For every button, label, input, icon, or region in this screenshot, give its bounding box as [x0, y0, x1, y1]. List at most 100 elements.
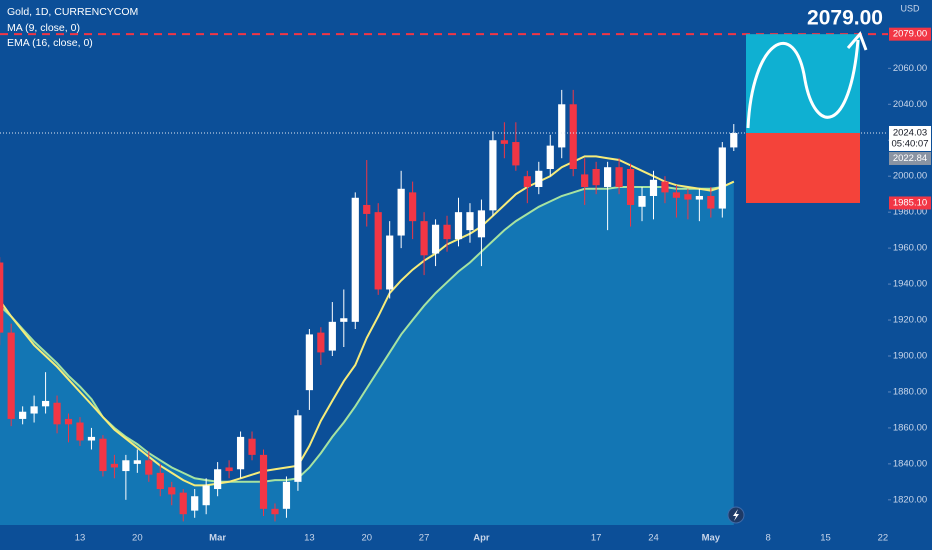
stop-tag-bg [889, 196, 931, 210]
legend-entry: EMA (16, close, 0) [7, 37, 93, 49]
candle-body [604, 167, 612, 187]
x-tick-label: 20 [361, 533, 372, 544]
candle-body [179, 492, 187, 515]
x-tick-label: Apr [473, 533, 490, 544]
candle-body [7, 332, 15, 419]
candle-body [351, 197, 359, 322]
legend-entry: MA (9, close, 0) [7, 22, 80, 34]
candle-body [363, 204, 371, 214]
candle-body [53, 402, 61, 425]
candle-body [477, 210, 486, 238]
candle-body [202, 485, 210, 506]
candle-body [535, 170, 543, 187]
candle-body [523, 176, 531, 187]
candle-body [110, 463, 118, 468]
candle-body [294, 415, 302, 482]
target-annotation: 2079.00 [807, 7, 883, 30]
candle-body [225, 467, 233, 472]
candle-body [466, 212, 474, 231]
price-tag: 2022.84 [893, 153, 927, 164]
candle-body [512, 142, 520, 166]
forecast-curve [746, 39, 860, 129]
y-tick-label: 1900.00 [893, 351, 927, 362]
candle-body [145, 460, 153, 475]
countdown-tag: 05:40:07 [892, 139, 929, 150]
indicator-line [0, 180, 735, 483]
y-tick-label: 2060.00 [893, 63, 927, 74]
y-tick-label: 1840.00 [893, 458, 927, 469]
y-tick-label: 2000.00 [893, 171, 927, 182]
y-tick-label: 1960.00 [893, 243, 927, 254]
candle-body [500, 140, 508, 144]
candle-body [87, 436, 96, 441]
y-tick-label: 2040.00 [893, 99, 927, 110]
x-tick-label: May [702, 533, 721, 544]
candle-body [718, 147, 726, 209]
candle-body [431, 224, 440, 254]
candle-body [454, 212, 463, 240]
x-tick-label: 13 [75, 533, 86, 544]
x-tick-label: 8 [766, 533, 771, 544]
y-tick-label: 1860.00 [893, 422, 927, 433]
target-tag: 2079.00 [893, 29, 927, 40]
candle-body [397, 188, 405, 236]
stop-zone [746, 132, 860, 203]
candle-body [168, 487, 176, 495]
chart-title: Gold, 1D, CURRENCYCOM [7, 6, 138, 18]
candle-body [546, 145, 554, 170]
stop-tag: 1985.10 [893, 198, 927, 209]
x-tick-label: 15 [820, 533, 831, 544]
candle-body [638, 195, 646, 207]
candle-body [489, 140, 497, 211]
x-tick-label: 20 [132, 533, 143, 544]
candle-body [248, 438, 256, 455]
y-tick-label: 1980.00 [893, 207, 927, 218]
candle-body [340, 318, 348, 322]
x-tick-label: 13 [304, 533, 315, 544]
candle-body [707, 195, 715, 209]
candle-body [76, 422, 84, 441]
candle-body [374, 212, 382, 290]
candle-body [672, 192, 681, 198]
x-tick-label: 27 [419, 533, 430, 544]
price-axis [888, 0, 932, 550]
candle-body [317, 332, 325, 353]
target-zone [746, 34, 860, 133]
candle-body [259, 454, 268, 509]
candle-body [133, 460, 141, 464]
price-tag-bg [889, 151, 931, 165]
candle-body [592, 169, 600, 186]
replay-bolt [733, 509, 739, 521]
candle-body [122, 460, 130, 472]
y-tick-label: 1880.00 [893, 386, 927, 397]
x-tick-label: Mar [209, 533, 226, 544]
candle-body [684, 194, 692, 200]
candle-body [615, 167, 623, 187]
last-price-tag-bg [889, 125, 931, 151]
candle-body [328, 321, 336, 351]
candle-body [558, 104, 566, 148]
candle-body [214, 469, 222, 490]
x-tick-label: 22 [878, 533, 889, 544]
candle-body [236, 436, 245, 470]
last-price-tag: 2024.03 [893, 128, 927, 139]
indicator-line [0, 155, 735, 487]
candle-body [443, 224, 451, 240]
ema-area [0, 181, 734, 525]
candle-body [0, 262, 4, 333]
candle-body [695, 195, 703, 200]
candle-body [282, 481, 291, 509]
candle-body [581, 174, 589, 187]
candle-body [64, 418, 73, 425]
candle-body [661, 181, 669, 193]
y-tick-label: 1940.00 [893, 279, 927, 290]
candle-body [156, 472, 164, 490]
candle-body [569, 104, 577, 170]
candle-body [626, 169, 635, 205]
target-tag-bg [889, 27, 931, 41]
x-tick-label: 24 [648, 533, 659, 544]
y-tick-label: 1820.00 [893, 494, 927, 505]
candle-body [305, 334, 313, 391]
candle-body [409, 192, 417, 222]
